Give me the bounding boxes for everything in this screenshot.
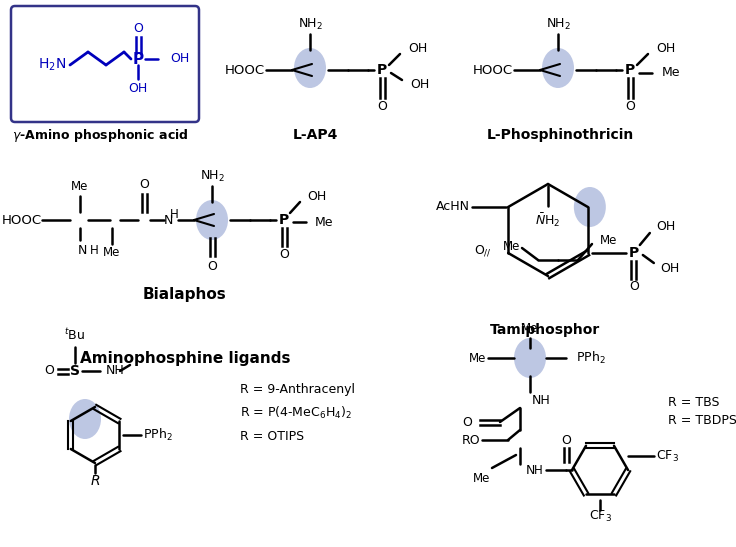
Text: Bialaphos: Bialaphos [143,288,227,302]
Text: L-AP4: L-AP4 [292,128,338,142]
Text: R = TBDPS: R = TBDPS [668,414,736,427]
Text: NH$_2$: NH$_2$ [199,168,224,184]
Text: HOOC: HOOC [473,63,513,77]
Text: O: O [629,281,639,294]
Text: Me: Me [103,247,121,259]
Text: Me: Me [600,234,618,247]
Text: N: N [164,213,174,226]
Text: O: O [377,100,387,113]
Text: CF$_3$: CF$_3$ [589,509,612,523]
Text: R = TBS: R = TBS [668,395,720,409]
Text: H$_2$N: H$_2$N [38,57,66,73]
Text: O: O [139,178,149,191]
Text: P: P [629,246,639,260]
Text: NH: NH [532,393,551,406]
Text: OH: OH [656,42,675,55]
Ellipse shape [69,399,101,439]
Text: L-Phosphinothricin: L-Phosphinothricin [486,128,634,142]
Text: P: P [377,63,387,77]
Text: PPh$_2$: PPh$_2$ [576,350,606,366]
Text: Me: Me [71,181,88,194]
FancyBboxPatch shape [11,6,199,122]
Text: OH: OH [656,220,675,234]
Text: R: R [91,474,100,488]
Text: OH: OH [307,189,326,202]
Ellipse shape [294,48,326,88]
Text: NH$_2$: NH$_2$ [297,16,322,32]
Text: Tamiphosphor: Tamiphosphor [490,323,600,337]
Text: R = OTIPS: R = OTIPS [240,429,304,443]
Text: H: H [90,243,99,257]
Text: R = P(4-MeC$_6$H$_4$)$_2$: R = P(4-MeC$_6$H$_4$)$_2$ [240,405,353,421]
Text: Me: Me [521,322,539,335]
Text: N: N [77,243,87,257]
Text: N: N [526,463,535,476]
Text: NH: NH [106,364,124,377]
Text: H: H [534,463,542,476]
Ellipse shape [574,187,606,227]
Text: O: O [133,22,143,36]
Text: R = 9-Anthracenyl: R = 9-Anthracenyl [240,383,355,397]
Text: O: O [44,364,54,377]
Text: OH: OH [170,53,189,66]
Text: HOOC: HOOC [2,213,42,226]
Text: Me: Me [503,240,520,253]
Text: $^t$Bu: $^t$Bu [64,327,85,343]
Text: O: O [207,259,217,272]
Text: H: H [170,208,179,222]
Text: NH$_2$: NH$_2$ [545,16,570,32]
Text: Aminophosphine ligands: Aminophosphine ligands [80,351,291,365]
Text: HOOC: HOOC [225,63,265,77]
Text: PPh$_2$: PPh$_2$ [143,427,173,443]
Text: AcHN: AcHN [436,201,470,213]
Text: O: O [561,434,571,446]
Text: S: S [70,364,80,378]
Text: Me: Me [315,216,333,229]
Text: $\bar{N}$H$_2$: $\bar{N}$H$_2$ [535,211,561,229]
Text: $\gamma$-Amino phosphonic acid: $\gamma$-Amino phosphonic acid [12,126,188,143]
Text: P: P [132,51,144,67]
Text: Me: Me [662,67,681,79]
Text: OH: OH [410,78,429,90]
Text: O: O [462,416,472,428]
Text: O: O [279,248,289,261]
Ellipse shape [196,200,228,240]
Text: Me: Me [469,352,486,364]
Text: Me: Me [473,472,490,485]
Text: RO: RO [461,434,480,446]
Text: P: P [625,63,635,77]
Ellipse shape [542,48,574,88]
Text: OH: OH [128,83,148,96]
Ellipse shape [514,338,546,378]
Text: O: O [625,100,635,113]
Text: O$_{//}$: O$_{//}$ [474,243,492,258]
Text: P: P [279,213,289,227]
Text: OH: OH [408,42,428,55]
Text: CF$_3$: CF$_3$ [656,449,679,463]
Text: OH: OH [660,261,679,275]
